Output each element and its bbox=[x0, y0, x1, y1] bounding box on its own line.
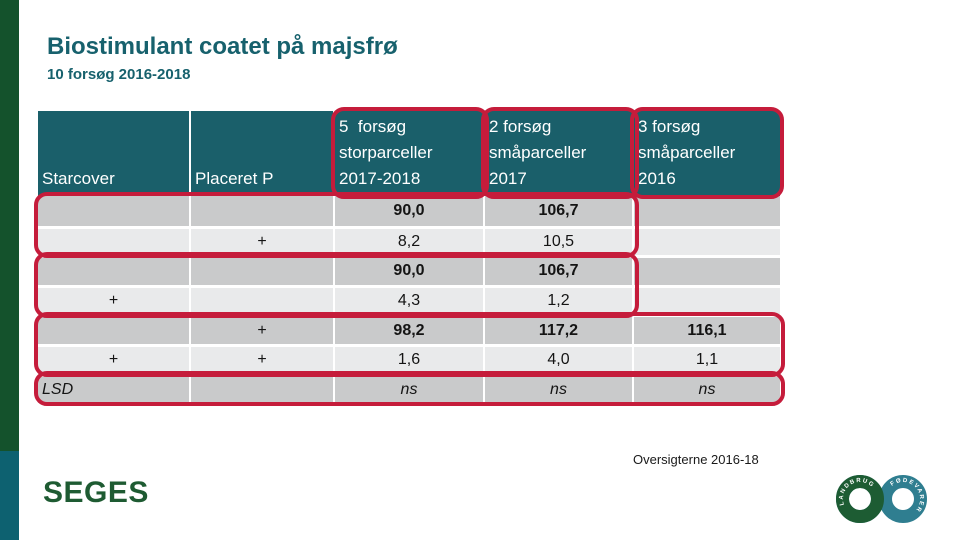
footer-note: Oversigterne 2016-18 bbox=[633, 452, 759, 467]
table-cell: ns bbox=[634, 376, 780, 404]
table-cell: 117,2 bbox=[485, 317, 634, 344]
table-cell bbox=[191, 258, 335, 285]
table-cell: 8,2 bbox=[335, 228, 485, 256]
table-header-row: Starcover Placeret P 5 forsøg storparcel… bbox=[38, 111, 780, 196]
plus-marker: + bbox=[191, 317, 335, 344]
page-title: Biostimulant coatet på majsfrø bbox=[47, 33, 398, 60]
table-cell: 1,2 bbox=[485, 287, 634, 315]
table-cell bbox=[38, 258, 191, 285]
seges-logo: SEGES bbox=[43, 476, 149, 509]
table-row: + 98,2 117,2 116,1 bbox=[38, 314, 780, 344]
table-cell: 106,7 bbox=[485, 258, 634, 285]
page-subtitle: 10 forsøg 2016-2018 bbox=[47, 66, 191, 83]
table-cell: 90,0 bbox=[335, 196, 485, 226]
table-cell: 10,5 bbox=[485, 228, 634, 256]
landbrug-fodevarer-logo-icon: LANDBRUG FØDEVARER bbox=[836, 475, 927, 523]
left-accent-bar-teal bbox=[0, 451, 19, 540]
table-cell: ns bbox=[335, 376, 485, 404]
plus-marker: + bbox=[191, 228, 335, 256]
table-row: + 8,2 10,5 bbox=[38, 225, 780, 256]
results-table: Starcover Placeret P 5 forsøg storparcel… bbox=[38, 111, 780, 404]
table-cell: 4,0 bbox=[485, 346, 634, 374]
header-placeret-p: Placeret P bbox=[191, 111, 335, 196]
table-cell: 4,3 bbox=[335, 287, 485, 315]
table-cell bbox=[191, 376, 335, 404]
lsd-label: LSD bbox=[38, 376, 191, 404]
table-cell bbox=[634, 228, 780, 256]
header-5-forsog-storparceller: 5 forsøg storparceller 2017-2018 bbox=[335, 111, 485, 196]
table-cell: 1,1 bbox=[634, 346, 780, 374]
plus-marker: + bbox=[38, 287, 191, 315]
table-cell: 1,6 bbox=[335, 346, 485, 374]
table-row-lsd: LSD ns ns ns bbox=[38, 373, 780, 404]
header-3-forsog-smaparceller: 3 forsøg småparceller 2016 bbox=[634, 111, 780, 196]
plus-marker: + bbox=[191, 346, 335, 374]
table-row: + + 1,6 4,0 1,1 bbox=[38, 343, 780, 374]
plus-marker: + bbox=[38, 346, 191, 374]
table-row: 90,0 106,7 bbox=[38, 196, 780, 226]
table-cell bbox=[634, 287, 780, 315]
header-starcover: Starcover bbox=[38, 111, 191, 196]
table-cell bbox=[38, 317, 191, 344]
table-cell: 90,0 bbox=[335, 258, 485, 285]
header-2-forsog-smaparceller: 2 forsøg småparceller 2017 bbox=[485, 111, 634, 196]
table-cell: ns bbox=[485, 376, 634, 404]
table-cell: 106,7 bbox=[485, 196, 634, 226]
table-cell bbox=[191, 287, 335, 315]
table-cell bbox=[38, 228, 191, 256]
table-cell: 116,1 bbox=[634, 317, 780, 344]
table-cell bbox=[634, 258, 780, 285]
table-cell bbox=[634, 196, 780, 226]
table-cell bbox=[191, 196, 335, 226]
table-row: 90,0 106,7 bbox=[38, 255, 780, 285]
table-row: + 4,3 1,2 bbox=[38, 284, 780, 315]
table-cell bbox=[38, 196, 191, 226]
left-accent-bar-green bbox=[0, 0, 19, 451]
table-cell: 98,2 bbox=[335, 317, 485, 344]
